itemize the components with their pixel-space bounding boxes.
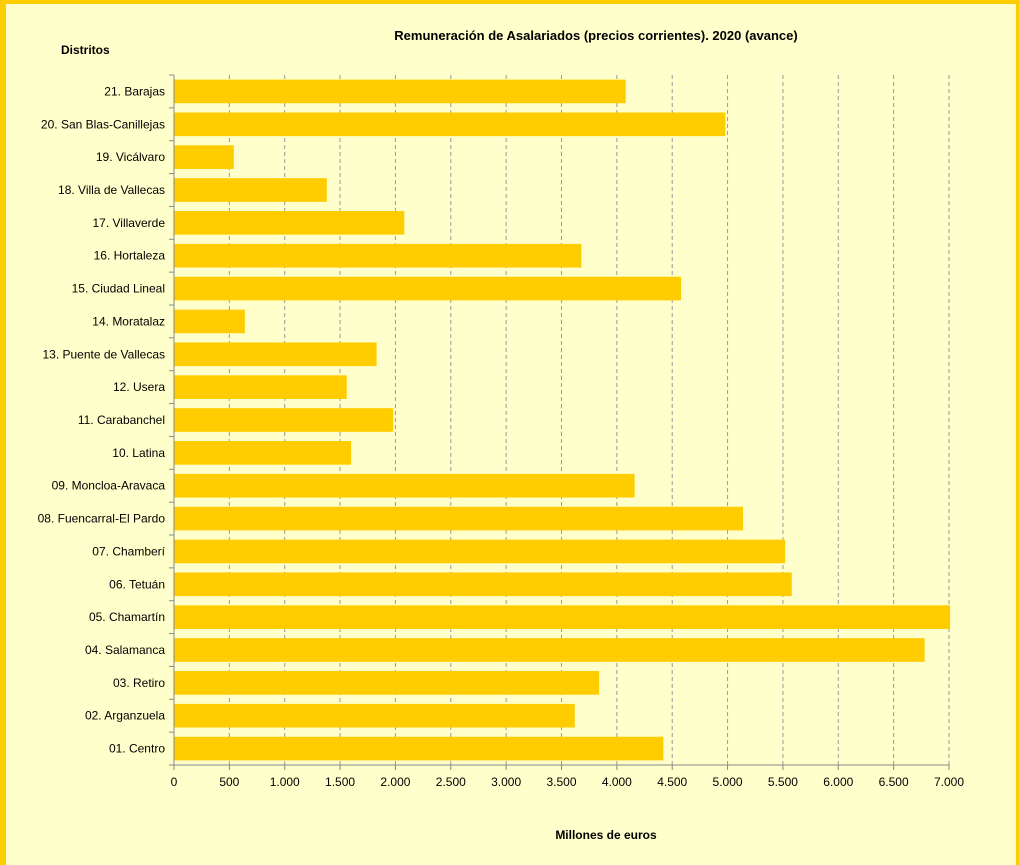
- x-tick-label: 5.500: [768, 775, 798, 789]
- category-label: 06. Tetuán: [109, 577, 165, 591]
- bar: [174, 408, 393, 432]
- bar: [174, 80, 626, 104]
- x-tick-label: 5.000: [713, 775, 743, 789]
- x-tick-label: 6.500: [879, 775, 909, 789]
- x-tick-label: 3.500: [546, 775, 576, 789]
- category-label: 11. Carabanchel: [78, 413, 165, 427]
- bar: [174, 342, 377, 366]
- category-labels: 21. Barajas 20. San Blas-Canillejas 19. Vi…: [38, 84, 166, 755]
- bars: [174, 80, 950, 761]
- x-tick-label: 7.000: [934, 775, 964, 789]
- x-tick-label: 3.000: [491, 775, 521, 789]
- bar: [174, 375, 347, 399]
- bar: [174, 737, 663, 761]
- category-label: 05. Chamartín: [89, 610, 165, 624]
- bar: [174, 310, 245, 334]
- category-label: 13. Puente de Vallecas: [42, 347, 165, 361]
- bar: [174, 704, 575, 728]
- bar: [174, 671, 599, 695]
- x-tick-label: 500: [219, 775, 239, 789]
- bar: [174, 244, 581, 268]
- bar: [174, 211, 404, 235]
- bar: [174, 112, 725, 136]
- bar: [174, 277, 681, 301]
- bar: [174, 605, 950, 629]
- category-label: 18. Villa de Vallecas: [58, 183, 165, 197]
- category-label: 14. Moratalaz: [92, 314, 165, 328]
- bar: [174, 507, 743, 531]
- category-label: 20. San Blas-Canillejas: [41, 117, 165, 131]
- category-label: 08. Fuencarral-El Pardo: [38, 512, 166, 526]
- bar: [174, 178, 327, 202]
- category-label: 17. Villaverde: [93, 216, 166, 230]
- category-label: 04. Salamanca: [85, 643, 165, 657]
- category-label: 07. Chamberí: [92, 544, 165, 558]
- x-tick-label: 4.500: [657, 775, 687, 789]
- category-label: 09. Moncloa-Aravaca: [52, 479, 166, 493]
- category-label: 12. Usera: [113, 380, 165, 394]
- category-label: 01. Centro: [109, 742, 165, 756]
- category-label: 03. Retiro: [113, 676, 165, 690]
- x-tick-label: 2.500: [436, 775, 466, 789]
- bar: [174, 441, 351, 465]
- x-tick-label: 1.500: [325, 775, 355, 789]
- x-tick-label: 2.000: [380, 775, 410, 789]
- category-label: 02. Arganzuela: [85, 709, 165, 723]
- x-tick-label: 4.000: [602, 775, 632, 789]
- category-label: 10. Latina: [112, 446, 165, 460]
- category-label: 16. Hortaleza: [94, 249, 166, 263]
- category-label: 19. Vicálvaro: [96, 150, 165, 164]
- bar: [174, 145, 234, 169]
- bar: [174, 638, 925, 662]
- bar: [174, 474, 635, 498]
- x-tick-label: 6.000: [823, 775, 853, 789]
- x-tick-label: 1.000: [270, 775, 300, 789]
- tick-labels: 0 500 1.000 1.500 2.000 2.500 3.000 3.500 4.000 4…: [171, 775, 965, 789]
- category-label: 21. Barajas: [104, 84, 165, 98]
- x-tick-label: 0: [171, 775, 178, 789]
- category-label: 15. Ciudad Lineal: [72, 282, 165, 296]
- bar: [174, 572, 792, 596]
- bar: [174, 540, 785, 564]
